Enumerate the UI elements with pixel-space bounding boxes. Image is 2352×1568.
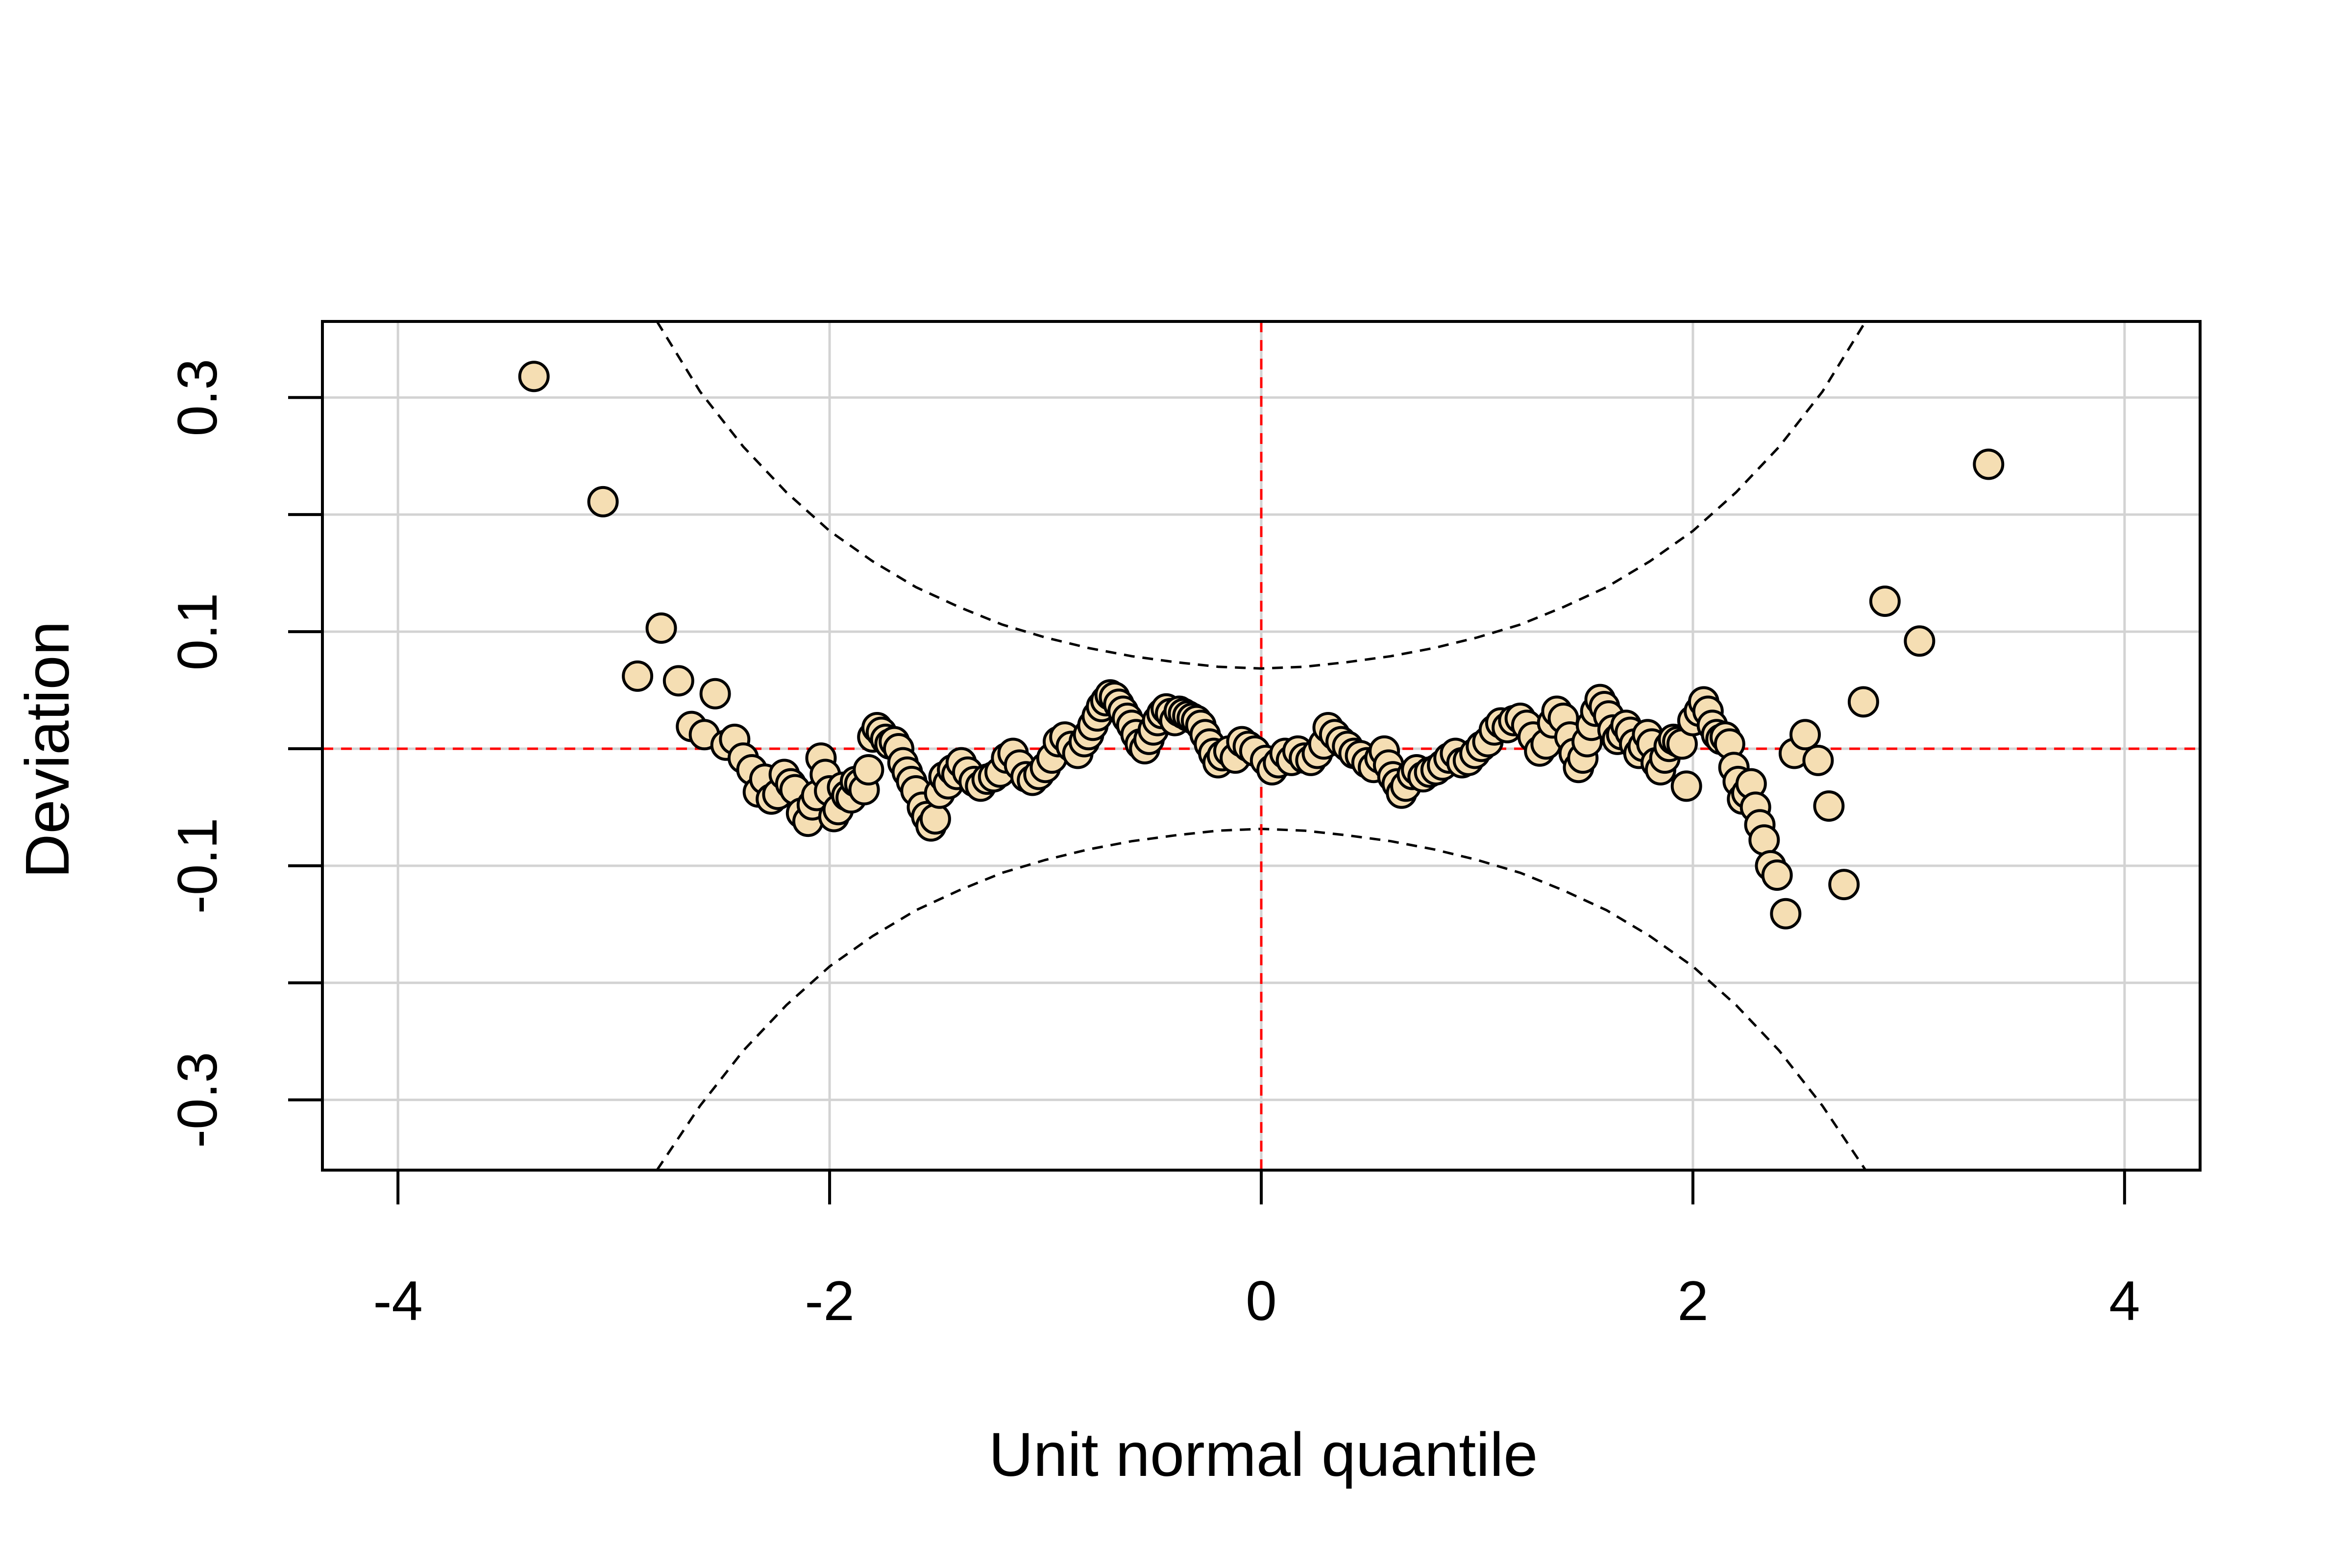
data-point — [853, 754, 884, 785]
data-point — [1847, 686, 1879, 718]
data-point — [1761, 859, 1793, 891]
data-point — [1748, 824, 1780, 856]
data-point — [1670, 770, 1702, 802]
y-tick-label: 0.3 — [167, 359, 229, 436]
data-point — [919, 803, 951, 835]
y-tick-label: -0.1 — [167, 818, 229, 914]
data-point — [587, 486, 619, 517]
data-point — [622, 660, 654, 692]
y-axis-title: Deviation — [13, 621, 82, 878]
data-point — [645, 612, 677, 644]
x-tick-label: -4 — [373, 1270, 422, 1332]
data-point — [1813, 790, 1845, 822]
data-point — [1973, 448, 2005, 480]
y-tick-label: 0.1 — [167, 593, 229, 670]
x-axis: -4 -2 0 2 4 — [373, 1169, 2140, 1332]
data-point — [1904, 625, 1936, 657]
data-point — [699, 678, 731, 710]
data-points — [518, 361, 2005, 930]
data-point — [1770, 898, 1802, 930]
data-point — [518, 361, 550, 392]
data-point — [1869, 586, 1901, 617]
data-point — [662, 665, 694, 697]
x-tick-label: 2 — [1677, 1270, 1708, 1332]
data-point — [1789, 719, 1821, 751]
y-axis: -0.3 -0.1 0.1 0.3 — [167, 359, 322, 1148]
x-axis-title: Unit normal quantile — [989, 1420, 1538, 1489]
y-tick-label: -0.3 — [167, 1052, 229, 1148]
data-point — [1828, 869, 1860, 901]
upper-confidence-curve — [656, 320, 1867, 670]
x-tick-label: 0 — [1246, 1270, 1276, 1332]
x-tick-label: -2 — [805, 1270, 854, 1332]
x-tick-label: 4 — [2109, 1270, 2140, 1332]
data-point — [1802, 744, 1834, 776]
